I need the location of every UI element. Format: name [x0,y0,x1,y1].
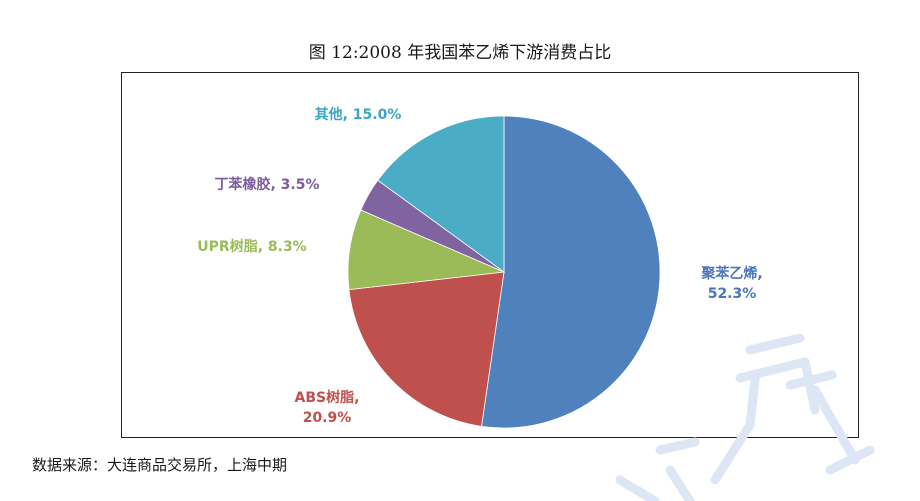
watermark-stroke [710,420,755,485]
watermark-stroke [800,357,820,415]
watermark [600,330,920,501]
watermark-stroke [745,333,805,355]
pie-slice-2 [348,271,505,427]
watermark-stroke [785,370,837,390]
chart-frame: 聚苯乙烯, 52.3% ABS树脂, 20.9% UPR树脂, 8.3% 丁苯橡胶, 3.… [121,72,859,438]
slice-label-2: ABS树脂, 20.9% [295,389,360,426]
watermark-stroke [745,375,760,430]
pie-slice-5 [377,115,505,273]
watermark-stroke [735,357,810,383]
watermark-strokes [615,333,875,501]
slice-label-3: UPR树脂, 8.3% [197,238,306,255]
slice-label-1: 聚苯乙烯, 52.3% [700,265,762,302]
pie-chart: 聚苯乙烯, 52.3% ABS树脂, 20.9% UPR树脂, 8.3% 丁苯橡胶, 3.… [197,106,763,429]
watermark-stroke [810,385,860,465]
watermark-stroke [655,437,700,455]
chart-title: 图 12:2008 年我国苯乙烯下游消费占比 [308,43,612,63]
slice-label-4: 丁苯橡胶, 3.5% [214,176,319,193]
watermark-stroke [665,465,695,501]
watermark-stroke [825,445,875,475]
pie-slice-1 [481,115,661,429]
watermark-stroke [615,475,660,501]
data-source-note: 数据来源：大连商品交易所，上海中期 [32,456,288,474]
slice-label-5: 其他, 15.0% [315,106,402,123]
